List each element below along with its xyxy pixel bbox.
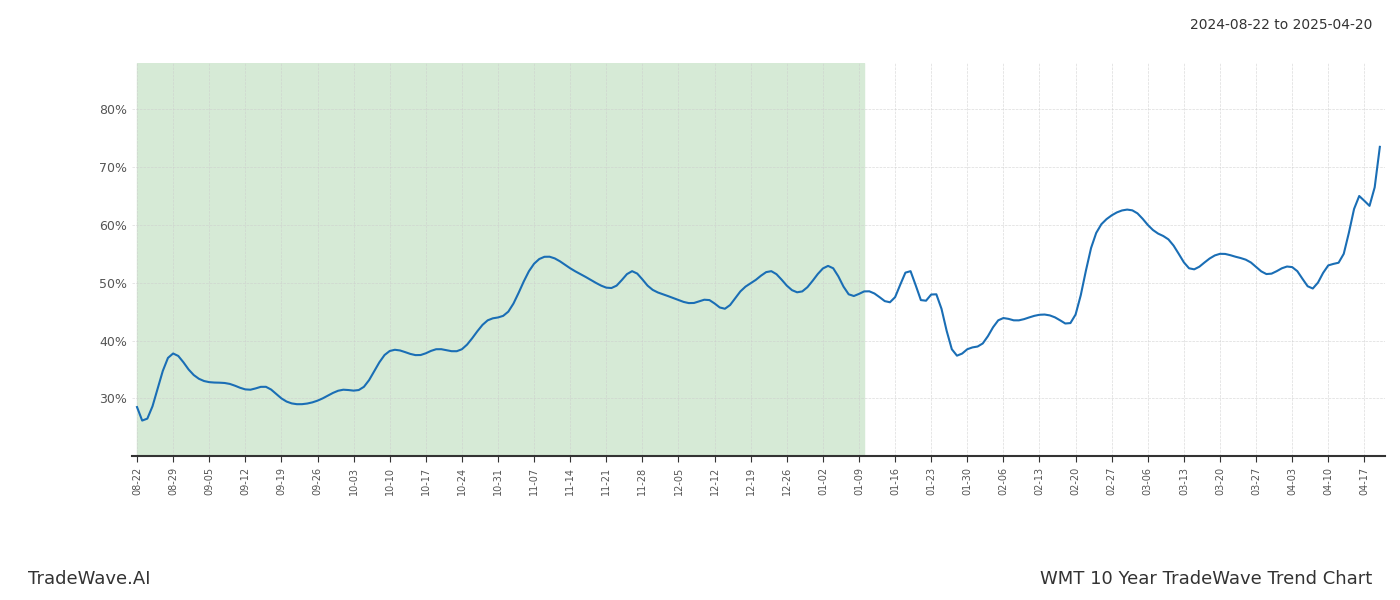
Bar: [137, 63, 864, 456]
Text: WMT 10 Year TradeWave Trend Chart: WMT 10 Year TradeWave Trend Chart: [1040, 570, 1372, 588]
Text: TradeWave.AI: TradeWave.AI: [28, 570, 151, 588]
Text: 2024-08-22 to 2025-04-20: 2024-08-22 to 2025-04-20: [1190, 18, 1372, 32]
